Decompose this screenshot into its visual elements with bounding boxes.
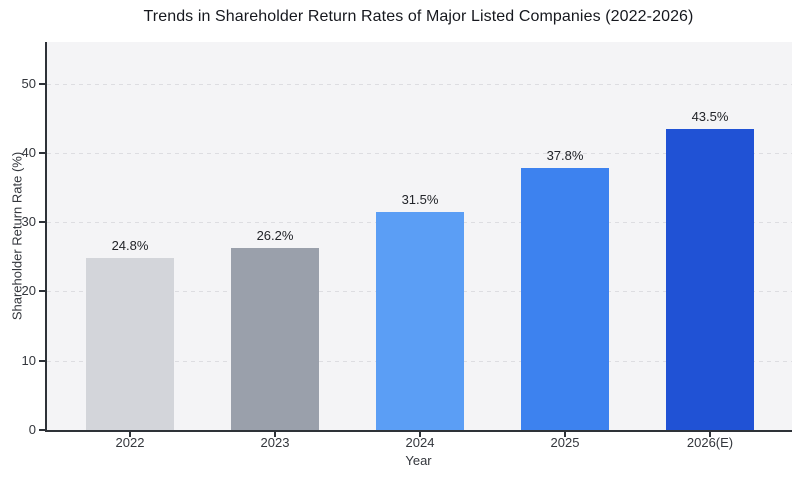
y-tick-mark-0 (39, 429, 45, 431)
bar-value-label-2024: 31.5% (401, 191, 439, 207)
x-tick-label-2026(E): 2026(E) (686, 435, 734, 450)
y-tick-label-20: 20 (21, 283, 36, 299)
bar-value-label-2022: 24.8% (111, 238, 149, 254)
y-tick-mark-30 (39, 221, 45, 224)
y-tick-label-10: 10 (21, 352, 36, 368)
x-tick-label-2022: 2022 (115, 435, 145, 450)
y-tick-mark-40 (39, 151, 45, 154)
y-tick-label-30: 30 (21, 214, 36, 230)
x-tick-label-2024: 2024 (405, 435, 435, 450)
y-tick-label-40: 40 (21, 144, 36, 160)
y-tick-label-0: 0 (28, 422, 36, 437)
x-tick-mark-2024 (419, 432, 421, 437)
x-tick-mark-2025 (564, 432, 566, 437)
bar-2025 (521, 168, 609, 430)
bar-2022 (86, 258, 174, 430)
chart-title: Trends in Shareholder Return Rates of Ma… (143, 8, 694, 25)
x-tick-mark-2022 (129, 432, 131, 437)
x-axis-title: Year (405, 453, 432, 468)
bar-value-label-2023: 26.2% (256, 228, 294, 244)
x-tick-mark-2023 (274, 432, 276, 437)
x-tick-label-2023: 2023 (260, 435, 290, 450)
x-tick-mark-2026(E) (709, 432, 711, 437)
plot-area (45, 42, 792, 432)
y-tick-label-50: 50 (21, 75, 36, 91)
y-tick-mark-10 (39, 359, 45, 362)
bar-value-label-2026(E): 43.5% (691, 108, 729, 124)
bar-2024 (376, 211, 464, 430)
bar-2026(E) (666, 128, 754, 430)
bar-value-label-2025: 37.8% (546, 148, 584, 164)
bar-2023 (231, 248, 319, 430)
y-tick-mark-50 (39, 82, 45, 85)
y-tick-mark-20 (39, 290, 45, 293)
gridline-50 (47, 83, 792, 85)
gridline-40 (47, 152, 792, 154)
x-tick-label-2025: 2025 (550, 435, 580, 450)
